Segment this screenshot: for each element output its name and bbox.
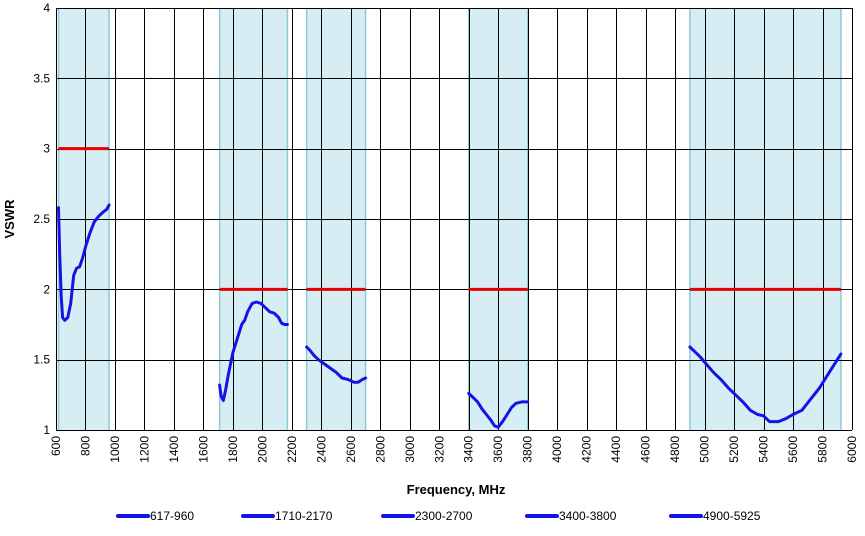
grid: [56, 8, 853, 431]
y-tick-label-1: 1.5: [33, 353, 50, 367]
x-tick-label-15: 3600: [491, 436, 505, 463]
x-tick-label-4: 1400: [167, 436, 181, 463]
series-line-0: [57, 203, 111, 322]
x-tick-label-16: 3800: [521, 436, 535, 463]
x-tick-label-25: 5600: [786, 436, 800, 463]
legend: 617-960 1710-2170 2300-2700 3400-3800 4900-5…: [116, 509, 761, 523]
x-tick-label-0: 600: [49, 436, 63, 456]
y-tick-label-6: 4: [43, 1, 50, 15]
x-tick-label-20: 4600: [639, 436, 653, 463]
x-tick-label-7: 2000: [255, 436, 269, 463]
x-tick-label-26: 5800: [816, 436, 830, 463]
legend-label-1: 1710-2170: [275, 509, 333, 523]
x-tick-label-1: 800: [78, 436, 92, 456]
series-line-2: [305, 345, 368, 384]
x-tick-label-24: 5400: [757, 436, 771, 463]
y-tick-label-2: 2: [43, 282, 50, 296]
y-tick-label-4: 3: [43, 142, 50, 156]
x-tick-label-6: 1800: [226, 436, 240, 463]
y-tick-label-3: 2.5: [33, 212, 50, 226]
legend-label-0: 617-960: [150, 509, 194, 523]
series-line-4: [688, 345, 843, 424]
x-tick-label-13: 3200: [432, 436, 446, 463]
y-tick-label-5: 3.5: [33, 71, 50, 85]
x-tick-label-18: 4200: [580, 436, 594, 463]
series-lines: [57, 203, 843, 429]
x-tick-label-5: 1600: [196, 436, 210, 463]
x-tick-label-14: 3400: [462, 436, 476, 463]
legend-label-4: 4900-5925: [703, 509, 761, 523]
y-tick-label-0: 1: [43, 423, 50, 437]
x-tick-label-12: 3000: [403, 436, 417, 463]
x-tick-label-9: 2400: [314, 436, 328, 463]
x-tick-label-21: 4800: [668, 436, 682, 463]
x-tick-label-2: 1000: [108, 436, 122, 463]
series-line-3: [467, 391, 530, 429]
x-tick-label-8: 2200: [285, 436, 299, 463]
x-tick-label-22: 5000: [698, 436, 712, 463]
x-tick-label-11: 2800: [373, 436, 387, 463]
x-tick-label-10: 2600: [344, 436, 358, 463]
y-tick-labels: 1 1.5 2 2.5 3 3.5 4: [33, 1, 50, 437]
x-tick-label-17: 4000: [550, 436, 564, 463]
legend-label-3: 3400-3800: [559, 509, 617, 523]
series-line-1: [218, 300, 289, 402]
y-axis-title: VSWR: [2, 199, 17, 239]
x-axis-title: Frequency, MHz: [407, 482, 506, 497]
x-tick-label-3: 1200: [137, 436, 151, 463]
x-tick-label-19: 4400: [609, 436, 623, 463]
legend-label-2: 2300-2700: [415, 509, 473, 523]
x-tick-label-27: 6000: [845, 436, 859, 463]
x-tick-labels: 600 800 1000 1200 1400 1600 1800 2000 2200 2400 26…: [49, 436, 859, 463]
limit-lines: [58, 147, 841, 291]
x-tick-label-23: 5200: [727, 436, 741, 463]
